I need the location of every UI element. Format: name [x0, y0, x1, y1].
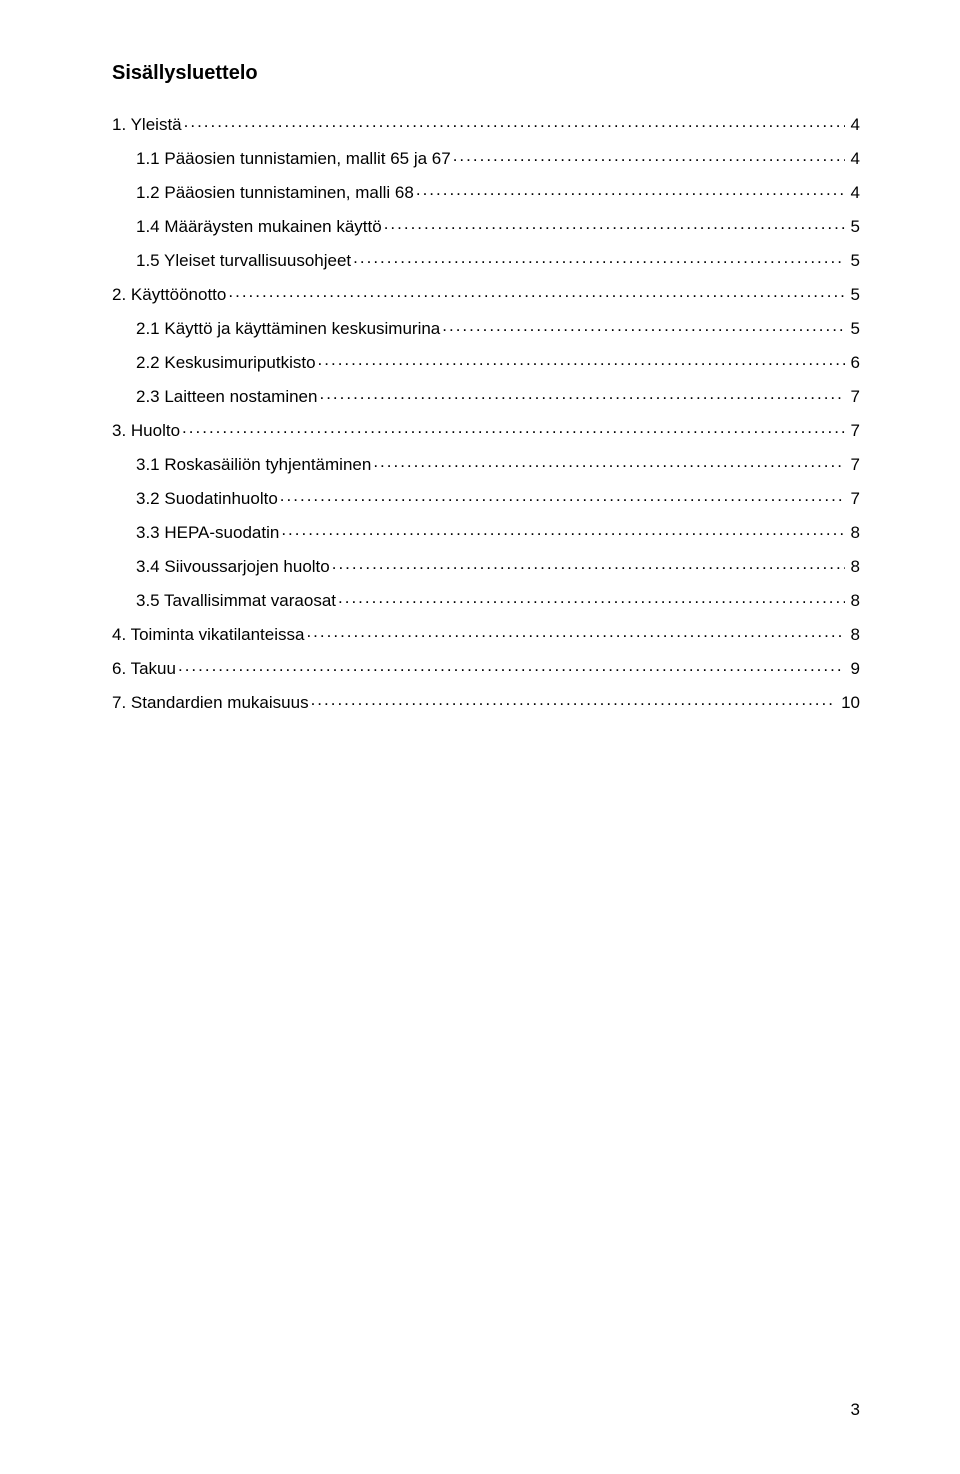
toc-entry: 4. Toiminta vikatilanteissa 8	[112, 623, 860, 643]
toc-entry: 2. Käyttöönotto 5	[112, 283, 860, 303]
toc-entry-page: 4	[847, 184, 860, 201]
toc-leader-dots	[319, 385, 844, 402]
toc-entry-label: 3.5 Tavallisimmat varaosat	[112, 592, 336, 609]
toc-leader-dots	[338, 589, 845, 606]
toc-list: 1. Yleistä 4 1.1 Pääosien tunnistamien, …	[112, 113, 860, 711]
toc-entry-page: 7	[847, 388, 860, 405]
toc-entry-label: 4. Toiminta vikatilanteissa	[112, 626, 304, 643]
toc-entry: 2.3 Laitteen nostaminen 7	[112, 385, 860, 405]
toc-entry-page: 7	[847, 422, 860, 439]
toc-entry: 3.1 Roskasäiliön tyhjentäminen 7	[112, 453, 860, 473]
toc-entry-page: 7	[847, 490, 860, 507]
toc-entry-page: 8	[847, 626, 860, 643]
toc-entry-label: 1.1 Pääosien tunnistamien, mallit 65 ja …	[112, 150, 451, 167]
toc-entry: 2.1 Käyttö ja käyttäminen keskusimurina …	[112, 317, 860, 337]
toc-entry-label: 1.4 Määräysten mukainen käyttö	[112, 218, 382, 235]
toc-leader-dots	[228, 283, 844, 300]
toc-entry-label: 2.2 Keskusimuriputkisto	[112, 354, 316, 371]
toc-leader-dots	[311, 691, 836, 708]
toc-entry: 2.2 Keskusimuriputkisto 6	[112, 351, 860, 371]
toc-entry: 3.5 Tavallisimmat varaosat 8	[112, 589, 860, 609]
toc-entry: 1.4 Määräysten mukainen käyttö 5	[112, 215, 860, 235]
toc-entry-page: 4	[847, 116, 860, 133]
toc-entry-label: 1.5 Yleiset turvallisuusohjeet	[112, 252, 351, 269]
toc-entry-page: 7	[847, 456, 860, 473]
toc-leader-dots	[280, 487, 845, 504]
toc-entry-label: 1.2 Pääosien tunnistaminen, malli 68	[112, 184, 414, 201]
toc-entry-label: 6. Takuu	[112, 660, 176, 677]
toc-entry-page: 8	[847, 524, 860, 541]
toc-entry-label: 1. Yleistä	[112, 116, 182, 133]
toc-entry-label: 3. Huolto	[112, 422, 180, 439]
toc-entry: 7. Standardien mukaisuus 10	[112, 691, 860, 711]
toc-entry-label: 2.1 Käyttö ja käyttäminen keskusimurina	[112, 320, 440, 337]
toc-entry-label: 7. Standardien mukaisuus	[112, 694, 309, 711]
toc-leader-dots	[453, 147, 845, 164]
toc-leader-dots	[182, 419, 844, 436]
toc-entry: 3.3 HEPA-suodatin 8	[112, 521, 860, 541]
toc-leader-dots	[184, 113, 845, 130]
toc-entry: 3.2 Suodatinhuolto 7	[112, 487, 860, 507]
toc-leader-dots	[373, 453, 844, 470]
toc-leader-dots	[306, 623, 844, 640]
toc-entry-page: 5	[847, 252, 860, 269]
toc-leader-dots	[353, 249, 844, 266]
toc-entry-label: 3.1 Roskasäiliön tyhjentäminen	[112, 456, 371, 473]
toc-leader-dots	[416, 181, 845, 198]
toc-entry-page: 8	[847, 558, 860, 575]
toc-entry-page: 6	[847, 354, 860, 371]
toc-entry-label: 3.4 Siivoussarjojen huolto	[112, 558, 330, 575]
toc-entry-page: 5	[847, 218, 860, 235]
toc-title: Sisällysluettelo	[112, 62, 860, 85]
toc-entry-page: 8	[847, 592, 860, 609]
toc-entry: 1.2 Pääosien tunnistaminen, malli 68 4	[112, 181, 860, 201]
toc-entry-label: 2. Käyttöönotto	[112, 286, 226, 303]
page-number: 3	[851, 1400, 860, 1420]
toc-entry-label: 3.3 HEPA-suodatin	[112, 524, 279, 541]
toc-entry-label: 3.2 Suodatinhuolto	[112, 490, 278, 507]
toc-entry: 3.4 Siivoussarjojen huolto 8	[112, 555, 860, 575]
toc-entry: 3. Huolto 7	[112, 419, 860, 439]
toc-leader-dots	[442, 317, 844, 334]
toc-entry-label: 2.3 Laitteen nostaminen	[112, 388, 317, 405]
toc-leader-dots	[384, 215, 845, 232]
toc-entry: 1. Yleistä 4	[112, 113, 860, 133]
toc-leader-dots	[281, 521, 844, 538]
toc-entry-page: 4	[847, 150, 860, 167]
toc-entry: 6. Takuu 9	[112, 657, 860, 677]
page: Sisällysluettelo 1. Yleistä 4 1.1 Pääosi…	[0, 0, 960, 1474]
toc-entry: 1.1 Pääosien tunnistamien, mallit 65 ja …	[112, 147, 860, 167]
toc-leader-dots	[318, 351, 845, 368]
toc-entry-page: 10	[837, 694, 860, 711]
toc-leader-dots	[332, 555, 845, 572]
toc-entry-page: 5	[847, 320, 860, 337]
toc-entry-page: 9	[847, 660, 860, 677]
toc-leader-dots	[178, 657, 845, 674]
toc-entry: 1.5 Yleiset turvallisuusohjeet 5	[112, 249, 860, 269]
toc-entry-page: 5	[847, 286, 860, 303]
